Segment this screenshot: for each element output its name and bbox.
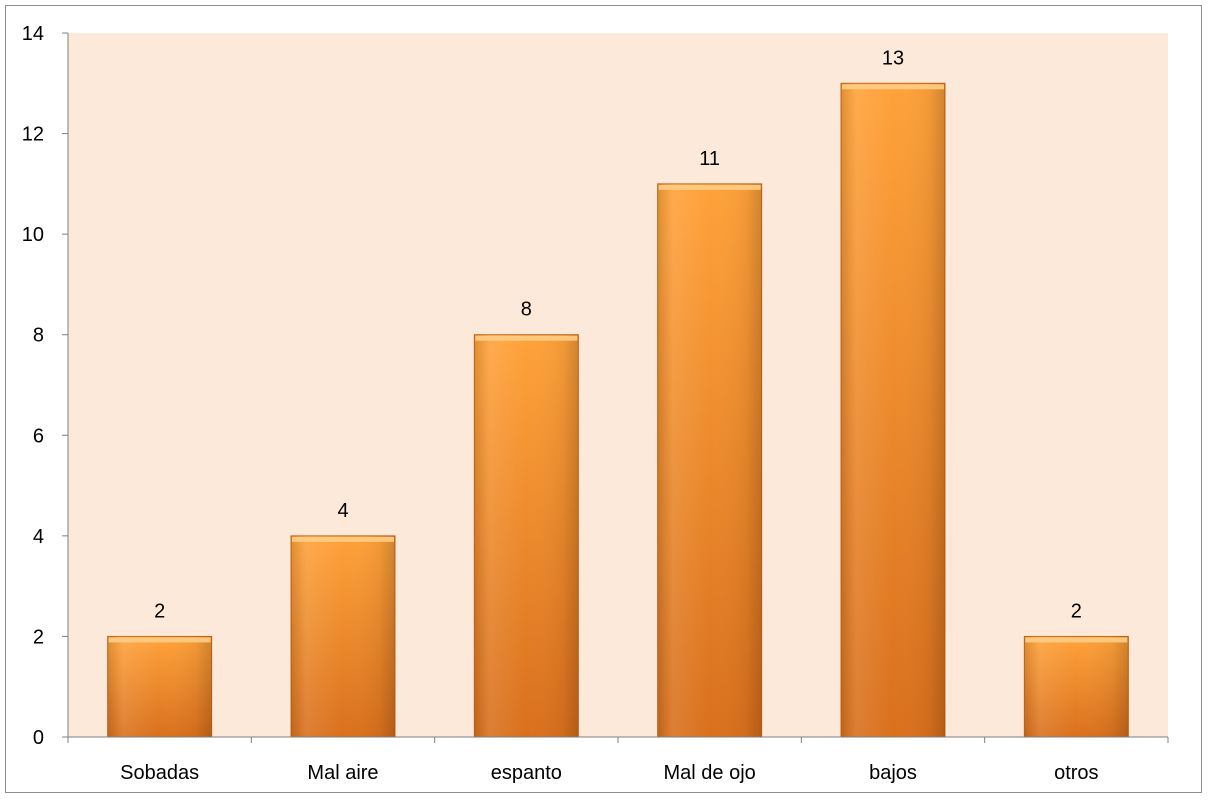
bar-sheen: [841, 83, 945, 738]
y-tick-label: 14: [22, 23, 44, 45]
data-label: 2: [154, 600, 165, 622]
bar-top-highlight: [1025, 637, 1128, 643]
bar-top-highlight: [108, 637, 211, 643]
data-label: 13: [882, 47, 904, 69]
data-label: 2: [1071, 600, 1082, 622]
bar-sheen: [107, 636, 212, 737]
plot-area: [68, 33, 1168, 737]
y-tick-label: 4: [33, 526, 44, 548]
bar-espanto: [473, 334, 579, 738]
bar-sheen: [1024, 636, 1129, 737]
labels-group: 2 Sobadas 4 Mal aire 8 espanto 11 Mal de ojo 13 b…: [22, 23, 1099, 784]
bar-sheen: [474, 334, 579, 737]
bar-top-highlight: [658, 184, 761, 190]
category-label: otros: [1054, 762, 1098, 784]
bar-sheen: [657, 183, 762, 737]
data-label: 8: [521, 299, 532, 321]
category-label: espanto: [491, 762, 562, 784]
bar-otros: [1023, 635, 1129, 738]
y-tick-label: 2: [33, 626, 44, 648]
bar-sobadas: [107, 635, 213, 738]
y-tick-label: 8: [33, 325, 44, 347]
bar-mal-de-ojo: [657, 183, 763, 738]
bar-top-highlight: [842, 84, 944, 90]
bar-sheen: [291, 535, 395, 737]
bar-top-highlight: [292, 536, 394, 542]
category-label: bajos: [869, 762, 917, 784]
data-label: 4: [337, 500, 348, 522]
category-label: Mal de ojo: [664, 762, 756, 784]
bar-mal-aire: [290, 535, 396, 738]
bar-bajos: [840, 82, 946, 738]
y-tick-label: 10: [22, 224, 44, 246]
y-tick-label: 12: [22, 124, 44, 146]
y-tick-label: 0: [33, 727, 44, 749]
data-label: 11: [699, 148, 720, 170]
category-label: Sobadas: [120, 762, 199, 784]
bars-group: [107, 82, 1129, 738]
axes-group: [62, 32, 1169, 743]
y-tick-label: 6: [33, 425, 44, 447]
bar-top-highlight: [475, 335, 578, 341]
category-label: Mal aire: [307, 762, 378, 784]
